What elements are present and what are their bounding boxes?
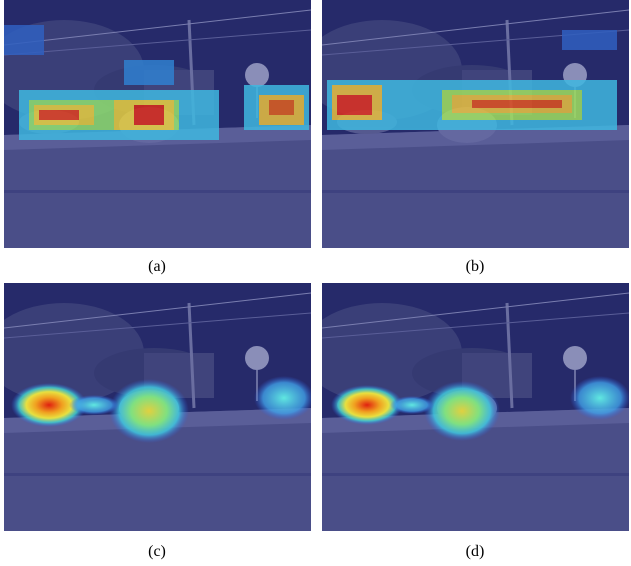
- panel-d-image: [322, 283, 629, 533]
- figure: (a) (b) (c) (d): [0, 0, 631, 566]
- caption: (c): [137, 543, 177, 561]
- caption: (d): [455, 543, 495, 561]
- panel-c-image: [4, 283, 311, 533]
- caption: (a): [137, 258, 177, 276]
- panel-a-image: [4, 0, 311, 248]
- panel-b-image: [322, 0, 629, 248]
- caption: (b): [455, 258, 495, 276]
